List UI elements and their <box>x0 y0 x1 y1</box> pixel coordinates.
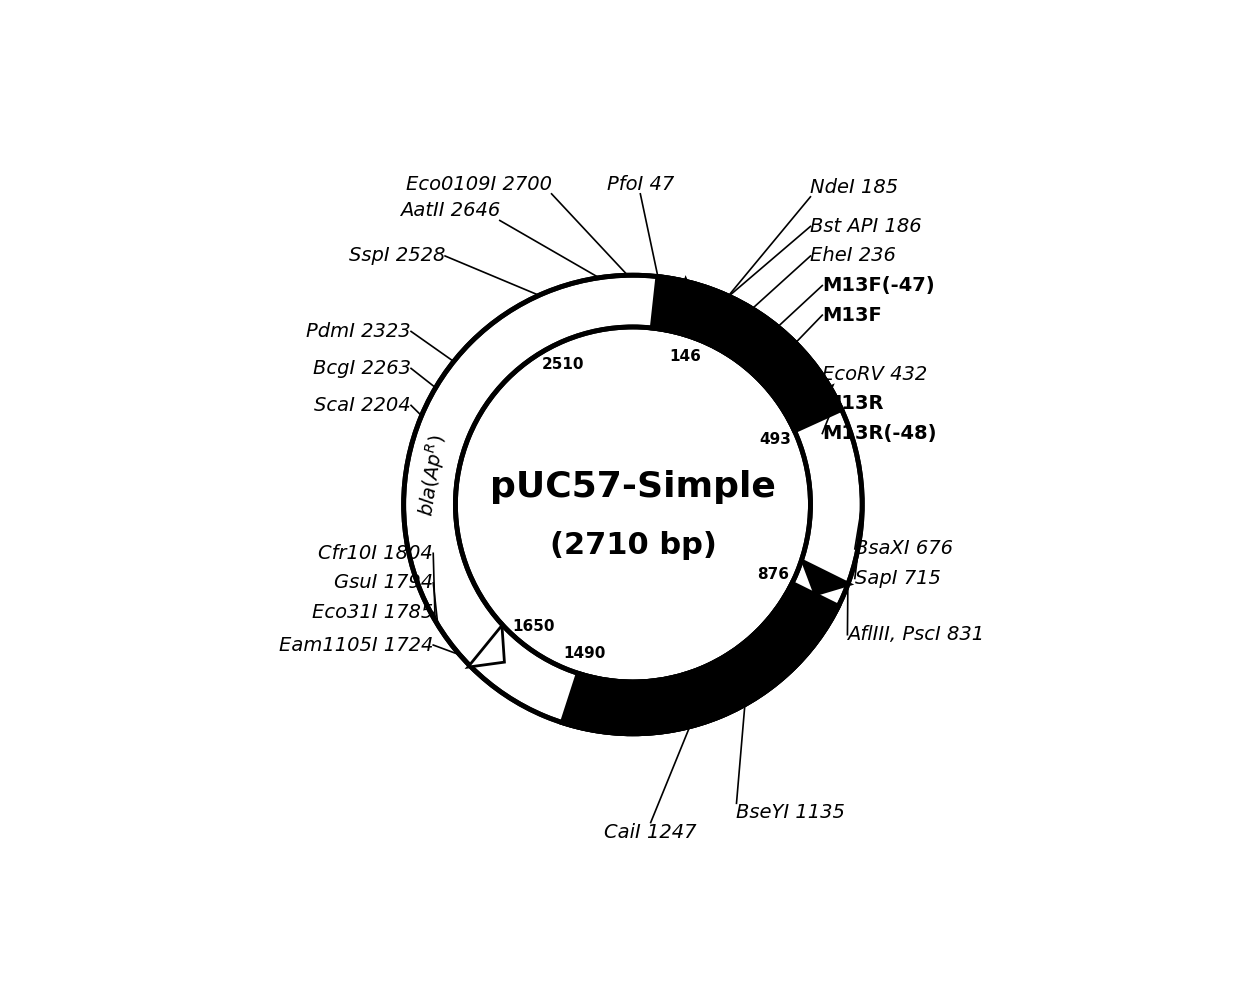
Text: $rep\ (pMB1)$: $rep\ (pMB1)$ <box>656 660 766 724</box>
Wedge shape <box>652 277 841 431</box>
Text: pUC57-Simple: pUC57-Simple <box>490 470 776 503</box>
Text: NdeI 185: NdeI 185 <box>810 178 899 197</box>
Polygon shape <box>468 625 504 667</box>
Text: M13R(-48): M13R(-48) <box>823 424 937 443</box>
Text: 1650: 1650 <box>513 618 555 633</box>
Text: BseYI 1135: BseYI 1135 <box>736 803 846 822</box>
Text: Eam1105I 1724: Eam1105I 1724 <box>279 635 433 654</box>
Text: EheI 236: EheI 236 <box>810 247 897 266</box>
Text: Cfr10I 1804: Cfr10I 1804 <box>319 543 433 562</box>
Text: M13F(-47): M13F(-47) <box>823 276 935 295</box>
Text: M13R: M13R <box>823 395 884 414</box>
Text: $bla(Ap^{R})$: $bla(Ap^{R})$ <box>412 433 451 517</box>
Text: 146: 146 <box>669 349 701 364</box>
Text: AatII 2646: AatII 2646 <box>400 202 500 221</box>
Text: 876: 876 <box>757 566 789 581</box>
Polygon shape <box>803 560 851 594</box>
Text: BsaXI 676: BsaXI 676 <box>855 539 953 558</box>
Text: ScaI 2204: ScaI 2204 <box>315 396 411 415</box>
Wedge shape <box>562 583 839 734</box>
Text: PfoI 47: PfoI 47 <box>606 175 674 194</box>
Text: (2710 bp): (2710 bp) <box>550 531 716 560</box>
Text: Eco0109I 2700: Eco0109I 2700 <box>405 175 552 194</box>
Polygon shape <box>783 386 832 421</box>
Text: AflIII, PscI 831: AflIII, PscI 831 <box>847 625 984 644</box>
Text: PdmI 2323: PdmI 2323 <box>306 322 411 341</box>
Text: SspI 2528: SspI 2528 <box>348 247 445 266</box>
Text: 493: 493 <box>760 432 792 447</box>
Text: EcoRV 432: EcoRV 432 <box>823 365 927 384</box>
Polygon shape <box>668 279 700 330</box>
Text: Bst API 186: Bst API 186 <box>810 217 923 236</box>
Text: M13F: M13F <box>823 306 882 325</box>
Wedge shape <box>404 275 862 734</box>
Text: 2510: 2510 <box>542 357 584 372</box>
Text: SapI 715: SapI 715 <box>855 569 941 588</box>
Text: BcgI 2263: BcgI 2263 <box>312 359 411 378</box>
Text: 1490: 1490 <box>563 646 606 661</box>
Text: GsuI 1794: GsuI 1794 <box>335 573 433 592</box>
Text: Eco31I 1785: Eco31I 1785 <box>312 603 433 622</box>
Text: CaiI 1247: CaiI 1247 <box>604 822 697 841</box>
